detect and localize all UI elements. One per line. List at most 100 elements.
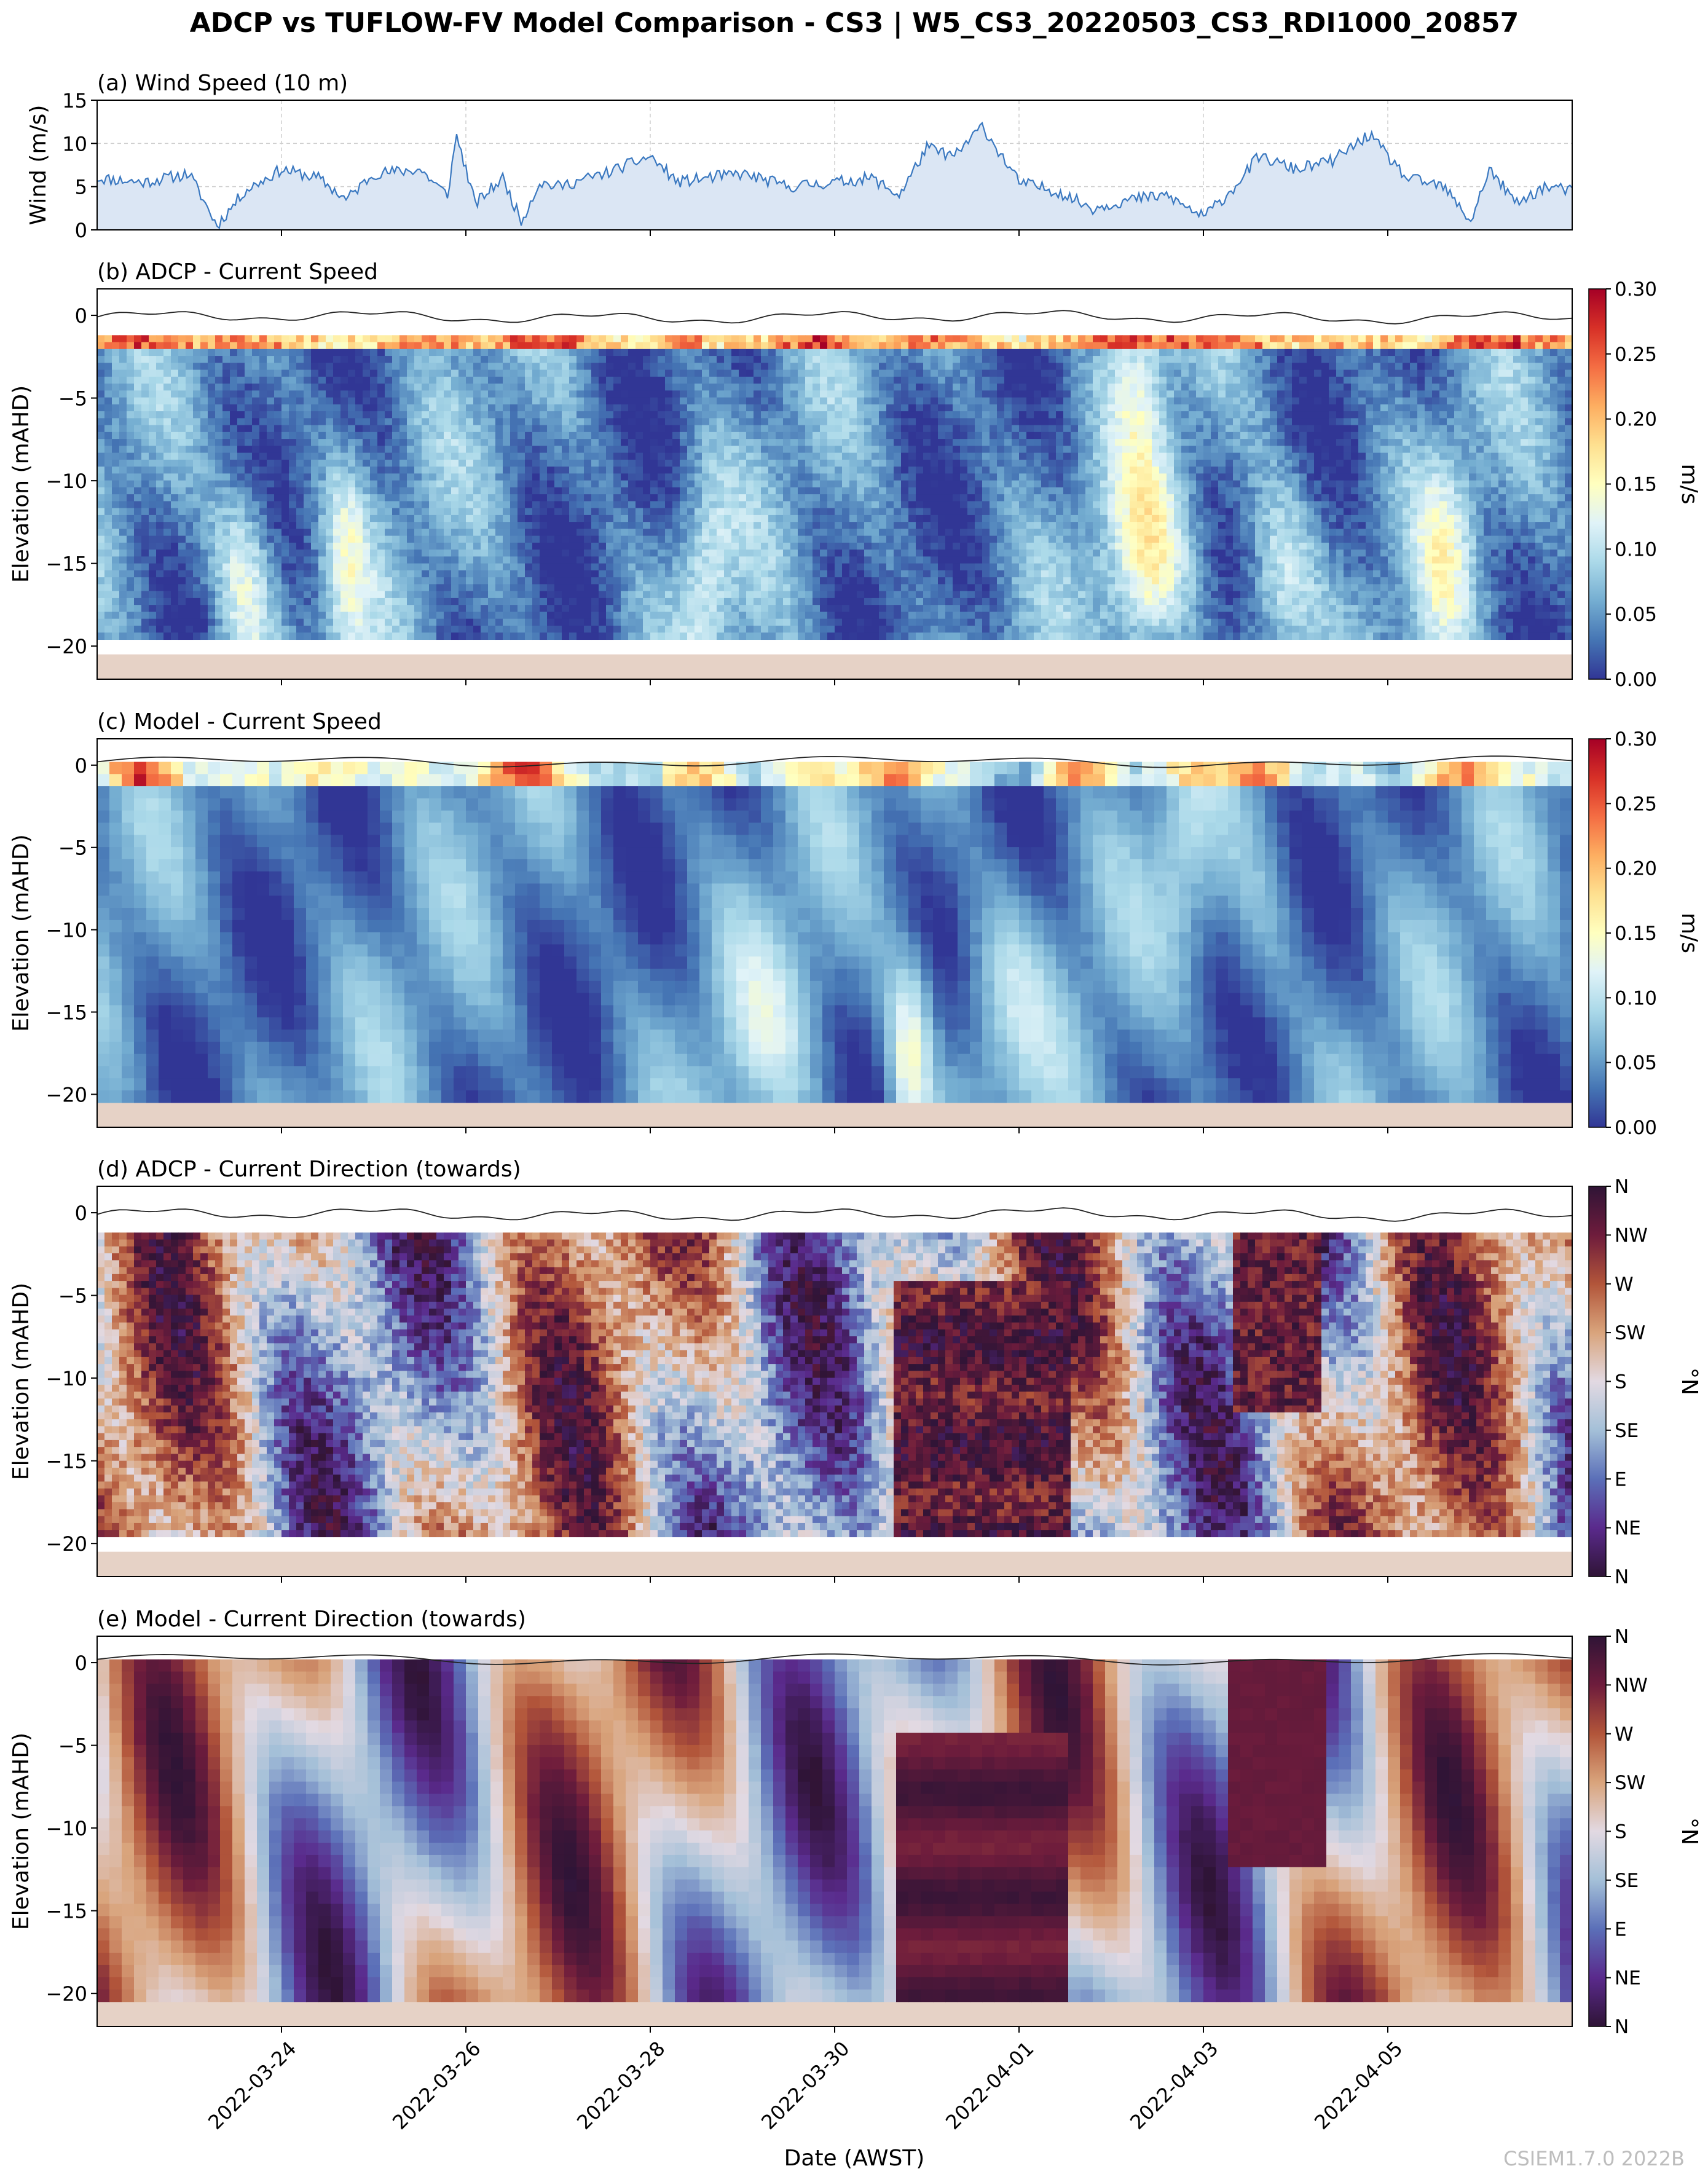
heatmap-cell bbox=[186, 501, 194, 508]
heatmap-cell bbox=[385, 446, 393, 453]
heatmap-cell bbox=[237, 335, 245, 342]
heatmap-cell bbox=[237, 515, 245, 522]
heatmap-cell bbox=[193, 529, 201, 536]
heatmap-cell bbox=[156, 356, 164, 363]
heatmap-cell bbox=[230, 501, 238, 508]
heatmap-cell bbox=[318, 577, 326, 585]
heatmap-cell bbox=[104, 501, 112, 508]
heatmap-cell bbox=[178, 522, 186, 529]
heatmap-cell bbox=[304, 549, 312, 557]
heatmap-cell bbox=[370, 363, 378, 370]
heatmap-cell bbox=[281, 543, 289, 550]
heatmap-cell bbox=[348, 570, 356, 578]
heatmap-cell bbox=[119, 619, 127, 626]
heatmap-cell bbox=[296, 384, 304, 391]
heatmap-cell bbox=[296, 432, 304, 439]
heatmap-cell bbox=[311, 494, 319, 502]
heatmap-cell bbox=[200, 384, 208, 391]
heatmap-cell bbox=[193, 398, 201, 405]
heatmap-cell bbox=[193, 453, 201, 460]
heatmap-cell bbox=[259, 619, 267, 626]
heatmap-cell bbox=[156, 363, 164, 370]
heatmap-cell bbox=[385, 349, 393, 356]
heatmap-cell bbox=[363, 390, 371, 398]
heatmap-cell bbox=[134, 494, 142, 502]
heatmap-cell bbox=[230, 398, 238, 405]
heatmap-cell bbox=[127, 398, 135, 405]
heatmap-cell bbox=[141, 446, 149, 453]
heatmap-cell bbox=[274, 335, 282, 342]
heatmap-cell bbox=[186, 591, 194, 599]
heatmap-cell bbox=[215, 404, 223, 412]
heatmap-cell bbox=[237, 598, 245, 605]
heatmap-cell bbox=[326, 384, 334, 391]
heatmap-cell bbox=[97, 508, 105, 516]
heatmap-cell bbox=[134, 626, 142, 633]
heatmap-cell bbox=[245, 536, 253, 543]
heatmap-cell bbox=[289, 481, 297, 488]
heatmap-cell bbox=[222, 536, 230, 543]
heatmap-cell bbox=[230, 356, 238, 363]
heatmap-cell bbox=[281, 432, 289, 439]
heatmap-cell bbox=[104, 584, 112, 591]
heatmap-cell bbox=[112, 398, 120, 405]
heatmap-cell bbox=[274, 487, 282, 495]
heatmap-cell bbox=[163, 418, 171, 425]
heatmap-cell bbox=[208, 390, 216, 398]
heatmap-cell bbox=[245, 356, 253, 363]
heatmap-cell bbox=[141, 467, 149, 474]
heatmap-cell bbox=[127, 432, 135, 439]
heatmap-cell bbox=[200, 632, 208, 640]
heatmap-cell bbox=[163, 446, 171, 453]
heatmap-cell bbox=[222, 605, 230, 612]
heatmap-cell bbox=[186, 446, 194, 453]
heatmap-cell bbox=[296, 349, 304, 356]
heatmap-cell bbox=[230, 335, 238, 342]
heatmap-cell bbox=[200, 473, 208, 481]
heatmap-cell bbox=[119, 418, 127, 425]
heatmap-cell bbox=[127, 418, 135, 425]
heatmap-cell bbox=[237, 556, 245, 564]
heatmap-cell bbox=[149, 411, 157, 419]
heatmap-cell bbox=[200, 370, 208, 377]
heatmap-cell bbox=[215, 342, 223, 350]
heatmap-cell bbox=[281, 549, 289, 557]
heatmap-cell bbox=[340, 418, 348, 425]
heatmap-cell bbox=[267, 349, 275, 356]
heatmap-cell bbox=[385, 605, 393, 612]
heatmap-cell bbox=[377, 556, 385, 564]
heatmap-cell bbox=[392, 481, 400, 488]
heatmap-cell bbox=[193, 501, 201, 508]
heatmap-cell bbox=[186, 377, 194, 384]
heatmap-cell bbox=[326, 481, 334, 488]
heatmap-cell bbox=[97, 384, 105, 391]
heatmap-cell bbox=[200, 612, 208, 619]
heatmap-cell bbox=[296, 632, 304, 640]
heatmap-cell bbox=[193, 549, 201, 557]
heatmap-cell bbox=[237, 439, 245, 446]
heatmap-cell bbox=[222, 570, 230, 578]
heatmap-cell bbox=[149, 453, 157, 460]
heatmap-cell bbox=[289, 425, 297, 433]
heatmap-cell bbox=[333, 446, 341, 453]
heatmap-cell bbox=[208, 384, 216, 391]
heatmap-cell bbox=[208, 494, 216, 502]
heatmap-cell bbox=[318, 356, 326, 363]
heatmap-cell bbox=[127, 508, 135, 516]
heatmap-cell bbox=[208, 453, 216, 460]
heatmap-cell bbox=[274, 494, 282, 502]
heatmap-cell bbox=[245, 564, 253, 571]
heatmap-cell bbox=[311, 453, 319, 460]
heatmap-cell bbox=[208, 619, 216, 626]
heatmap-cell bbox=[200, 404, 208, 412]
heatmap-cell bbox=[193, 377, 201, 384]
heatmap-cell bbox=[163, 501, 171, 508]
heatmap-cell bbox=[399, 446, 407, 453]
heatmap-cell bbox=[363, 460, 371, 467]
heatmap-cell bbox=[296, 564, 304, 571]
heatmap-cell bbox=[222, 522, 230, 529]
heatmap-cell bbox=[267, 377, 275, 384]
heatmap-cell bbox=[163, 390, 171, 398]
heatmap-cell bbox=[385, 543, 393, 550]
heatmap-cell bbox=[377, 494, 385, 502]
